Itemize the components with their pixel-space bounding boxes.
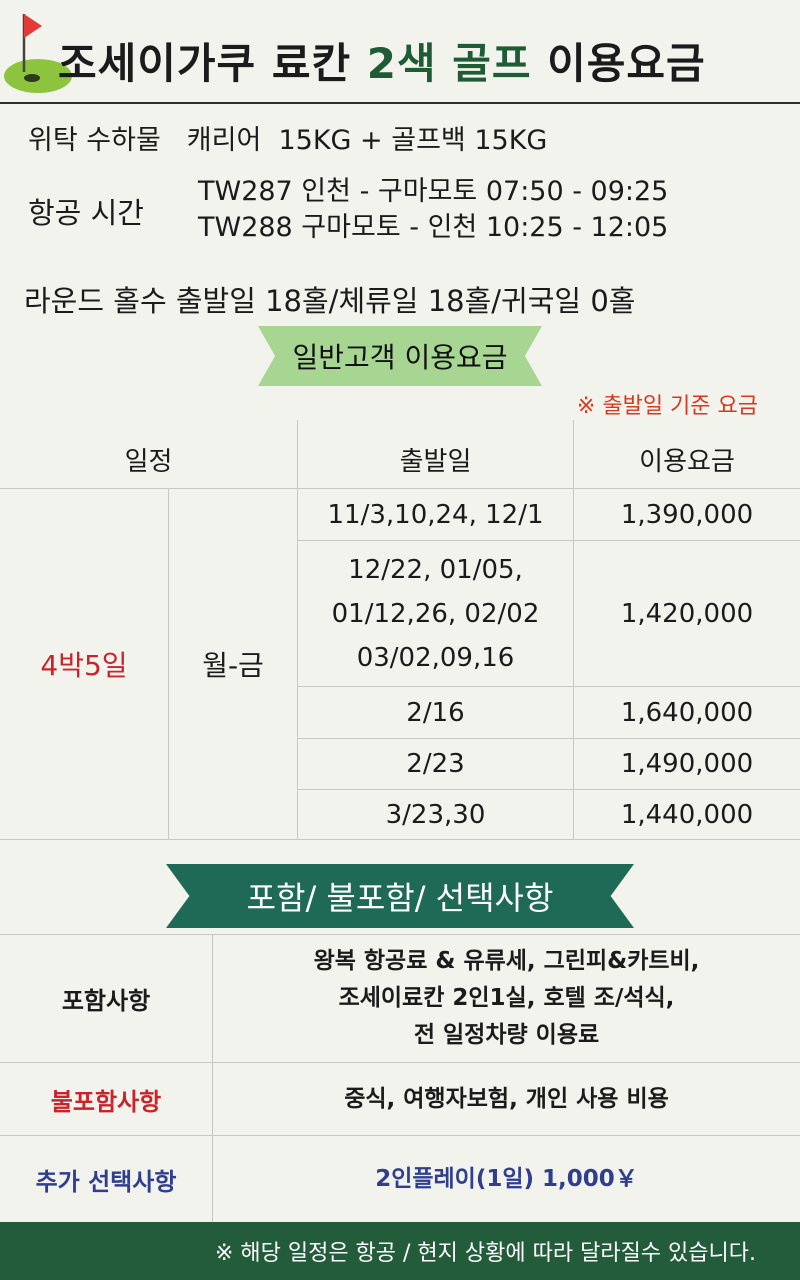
departure-dates-cell: 2/23 — [298, 739, 573, 789]
days-cell: 월-금 — [202, 648, 264, 682]
title-highlight: 2색 골프 — [366, 39, 532, 88]
departure-dates-cell: 2/16 — [298, 687, 573, 738]
optional-value: 2인플레이(1일) 1,000￥ — [375, 1165, 638, 1192]
departure-dates-cell: 3/23,30 — [298, 790, 573, 839]
footer-note: ※ 해당 일정은 항공 / 현지 상황에 따라 달라질수 있습니다. — [0, 1222, 800, 1280]
round-holes-info: 라운드 홀수 출발일 18홀/체류일 18홀/귀국일 0홀 — [24, 284, 636, 318]
excluded-value: 중식, 여행자보험, 개인 사용 비용 — [344, 1085, 669, 1112]
date-line: 3/23,30 — [385, 799, 486, 830]
flight-label: 항공 시간 — [28, 196, 144, 230]
included-value: 왕복 항공료 & 유류세, 그린피&카트비, 조세이료칸 2인1실, 호텔 조/… — [213, 934, 800, 1062]
included-line: 왕복 항공료 & 유류세, 그린피&카트비, — [313, 947, 700, 974]
flight-line-outbound: TW287 인천 - 구마모토 07:50 - 09:25 — [198, 176, 669, 207]
inclusions-section-ribbon: 포함/ 불포함/ 선택사항 — [166, 864, 634, 928]
date-line: 11/3,10,24, 12/1 — [327, 499, 544, 530]
pricing-section-ribbon: 일반고객 이용요금 — [258, 326, 542, 386]
luggage-label: 위탁 수하물 — [28, 125, 161, 156]
optional-label: 추가 선택사항 — [35, 1167, 177, 1196]
luggage-info: 위탁 수하물 캐리어 15KG + 골프백 15KG — [28, 118, 547, 157]
price-cell: 1,640,000 — [620, 697, 754, 728]
departure-dates-cell: 12/22, 01/05, 01/12,26, 02/02 03/02,09,1… — [298, 541, 573, 686]
duration-cell: 4박5일 — [40, 648, 128, 682]
golf-flag-icon — [4, 14, 72, 93]
departure-dates-cell: 11/3,10,24, 12/1 — [298, 489, 573, 540]
header-schedule: 일정 — [124, 446, 173, 477]
price-cell: 1,390,000 — [620, 499, 754, 530]
pricing-note: ※ 출발일 기준 요금 — [576, 394, 758, 419]
price-cell: 1,420,000 — [620, 598, 754, 629]
included-line: 전 일정차량 이용료 — [413, 1021, 600, 1048]
excluded-label: 불포함사항 — [50, 1087, 162, 1116]
header-price: 이용요금 — [639, 446, 735, 477]
included-line: 조세이료칸 2인1실, 호텔 조/석식, — [338, 984, 675, 1011]
luggage-value: 캐리어 15KG + 골프백 15KG — [186, 125, 548, 156]
date-line: 01/12,26, 02/02 — [331, 598, 540, 629]
date-line: 2/16 — [406, 697, 465, 728]
title-prefix: 조세이가쿠 료칸 — [58, 39, 352, 88]
included-label: 포함사항 — [61, 986, 151, 1015]
date-line: 2/23 — [406, 749, 465, 779]
flight-times: TW287 인천 - 구마모토 07:50 - 09:25 TW288 구마모토… — [198, 174, 668, 246]
date-line: 12/22, 01/05, — [348, 554, 523, 585]
price-cell: 1,440,000 — [620, 799, 754, 830]
page-title: 조세이가쿠 료칸 2색 골프 이용요금 — [58, 30, 800, 91]
title-bar: 조세이가쿠 료칸 2색 골프 이용요금 — [0, 0, 800, 104]
header-departure: 출발일 — [399, 446, 472, 477]
flight-line-return: TW288 구마모토 - 인천 10:25 - 12:05 — [198, 212, 669, 243]
date-line: 03/02,09,16 — [356, 642, 515, 673]
price-cell: 1,490,000 — [620, 749, 754, 779]
title-suffix: 이용요금 — [547, 39, 706, 88]
